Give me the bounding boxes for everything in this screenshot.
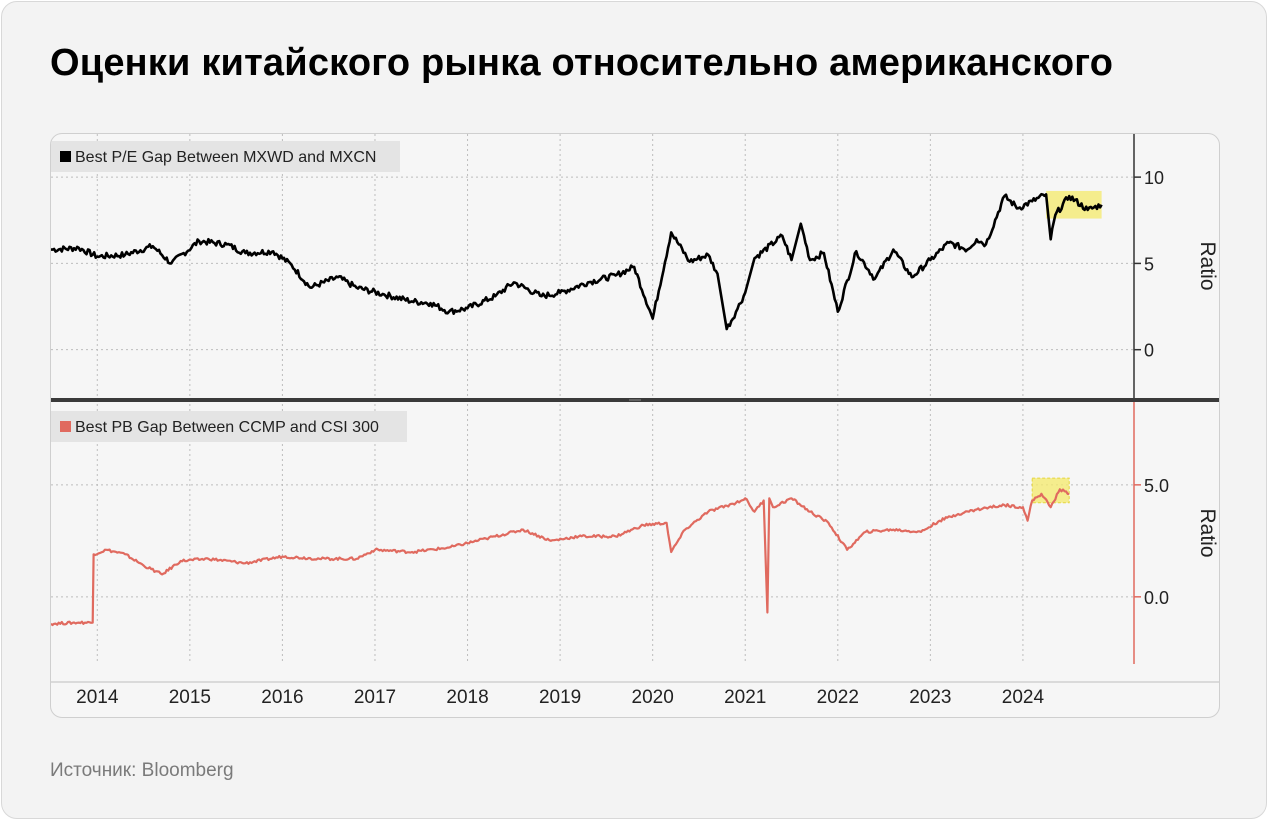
dual-line-chart: 0 5 10 Ratio Best P/E Gap Between MXWD and M… (51, 134, 1219, 708)
chart-panel-1: 0 5 10 Ratio Best P/E Gap Between MXWD and M… (51, 134, 1219, 398)
x-tick-label: 2018 (446, 687, 488, 708)
chart-panel-2: 0.0 5.0 Ratio Best PB Gap Between CCMP and … (51, 402, 1219, 664)
series-line-2 (51, 488, 1070, 627)
y-axis-title: Ratio (1196, 241, 1219, 290)
series-line-1 (51, 192, 1103, 331)
y-tick-label: 0.0 (1144, 588, 1169, 608)
x-tick-label: 2017 (354, 687, 396, 708)
x-tick-label: 2024 (1002, 687, 1045, 708)
x-tick-label: 2023 (909, 687, 951, 708)
y-tick-label: 5 (1144, 254, 1154, 274)
y-tick-label: 5.0 (1144, 476, 1169, 496)
x-tick-label: 2016 (261, 687, 303, 708)
x-tick-label: 2022 (817, 687, 859, 708)
chart-frame: 0 5 10 Ratio Best P/E Gap Between MXWD and M… (50, 133, 1220, 718)
legend-box (51, 141, 400, 172)
x-tick-label: 2015 (169, 687, 211, 708)
y-tick-label: 0 (1144, 341, 1154, 361)
legend-label: Best P/E Gap Between MXWD and MXCN (75, 149, 376, 166)
x-tick-label: 2014 (76, 687, 119, 708)
legend-swatch (60, 151, 71, 162)
y-tick-label: 10 (1144, 168, 1164, 188)
y-axis-title: Ratio (1196, 508, 1219, 557)
source-note: Источник: Bloomberg (50, 760, 234, 781)
x-tick-label: 2021 (724, 687, 766, 708)
legend-box (51, 411, 407, 442)
legend-swatch (60, 421, 71, 432)
x-tick-label: 2020 (632, 687, 674, 708)
legend-label: Best PB Gap Between CCMP and CSI 300 (75, 419, 379, 436)
x-tick-label: 2019 (539, 687, 581, 708)
page-title: Оценки китайского рынка относительно аме… (50, 42, 1114, 84)
